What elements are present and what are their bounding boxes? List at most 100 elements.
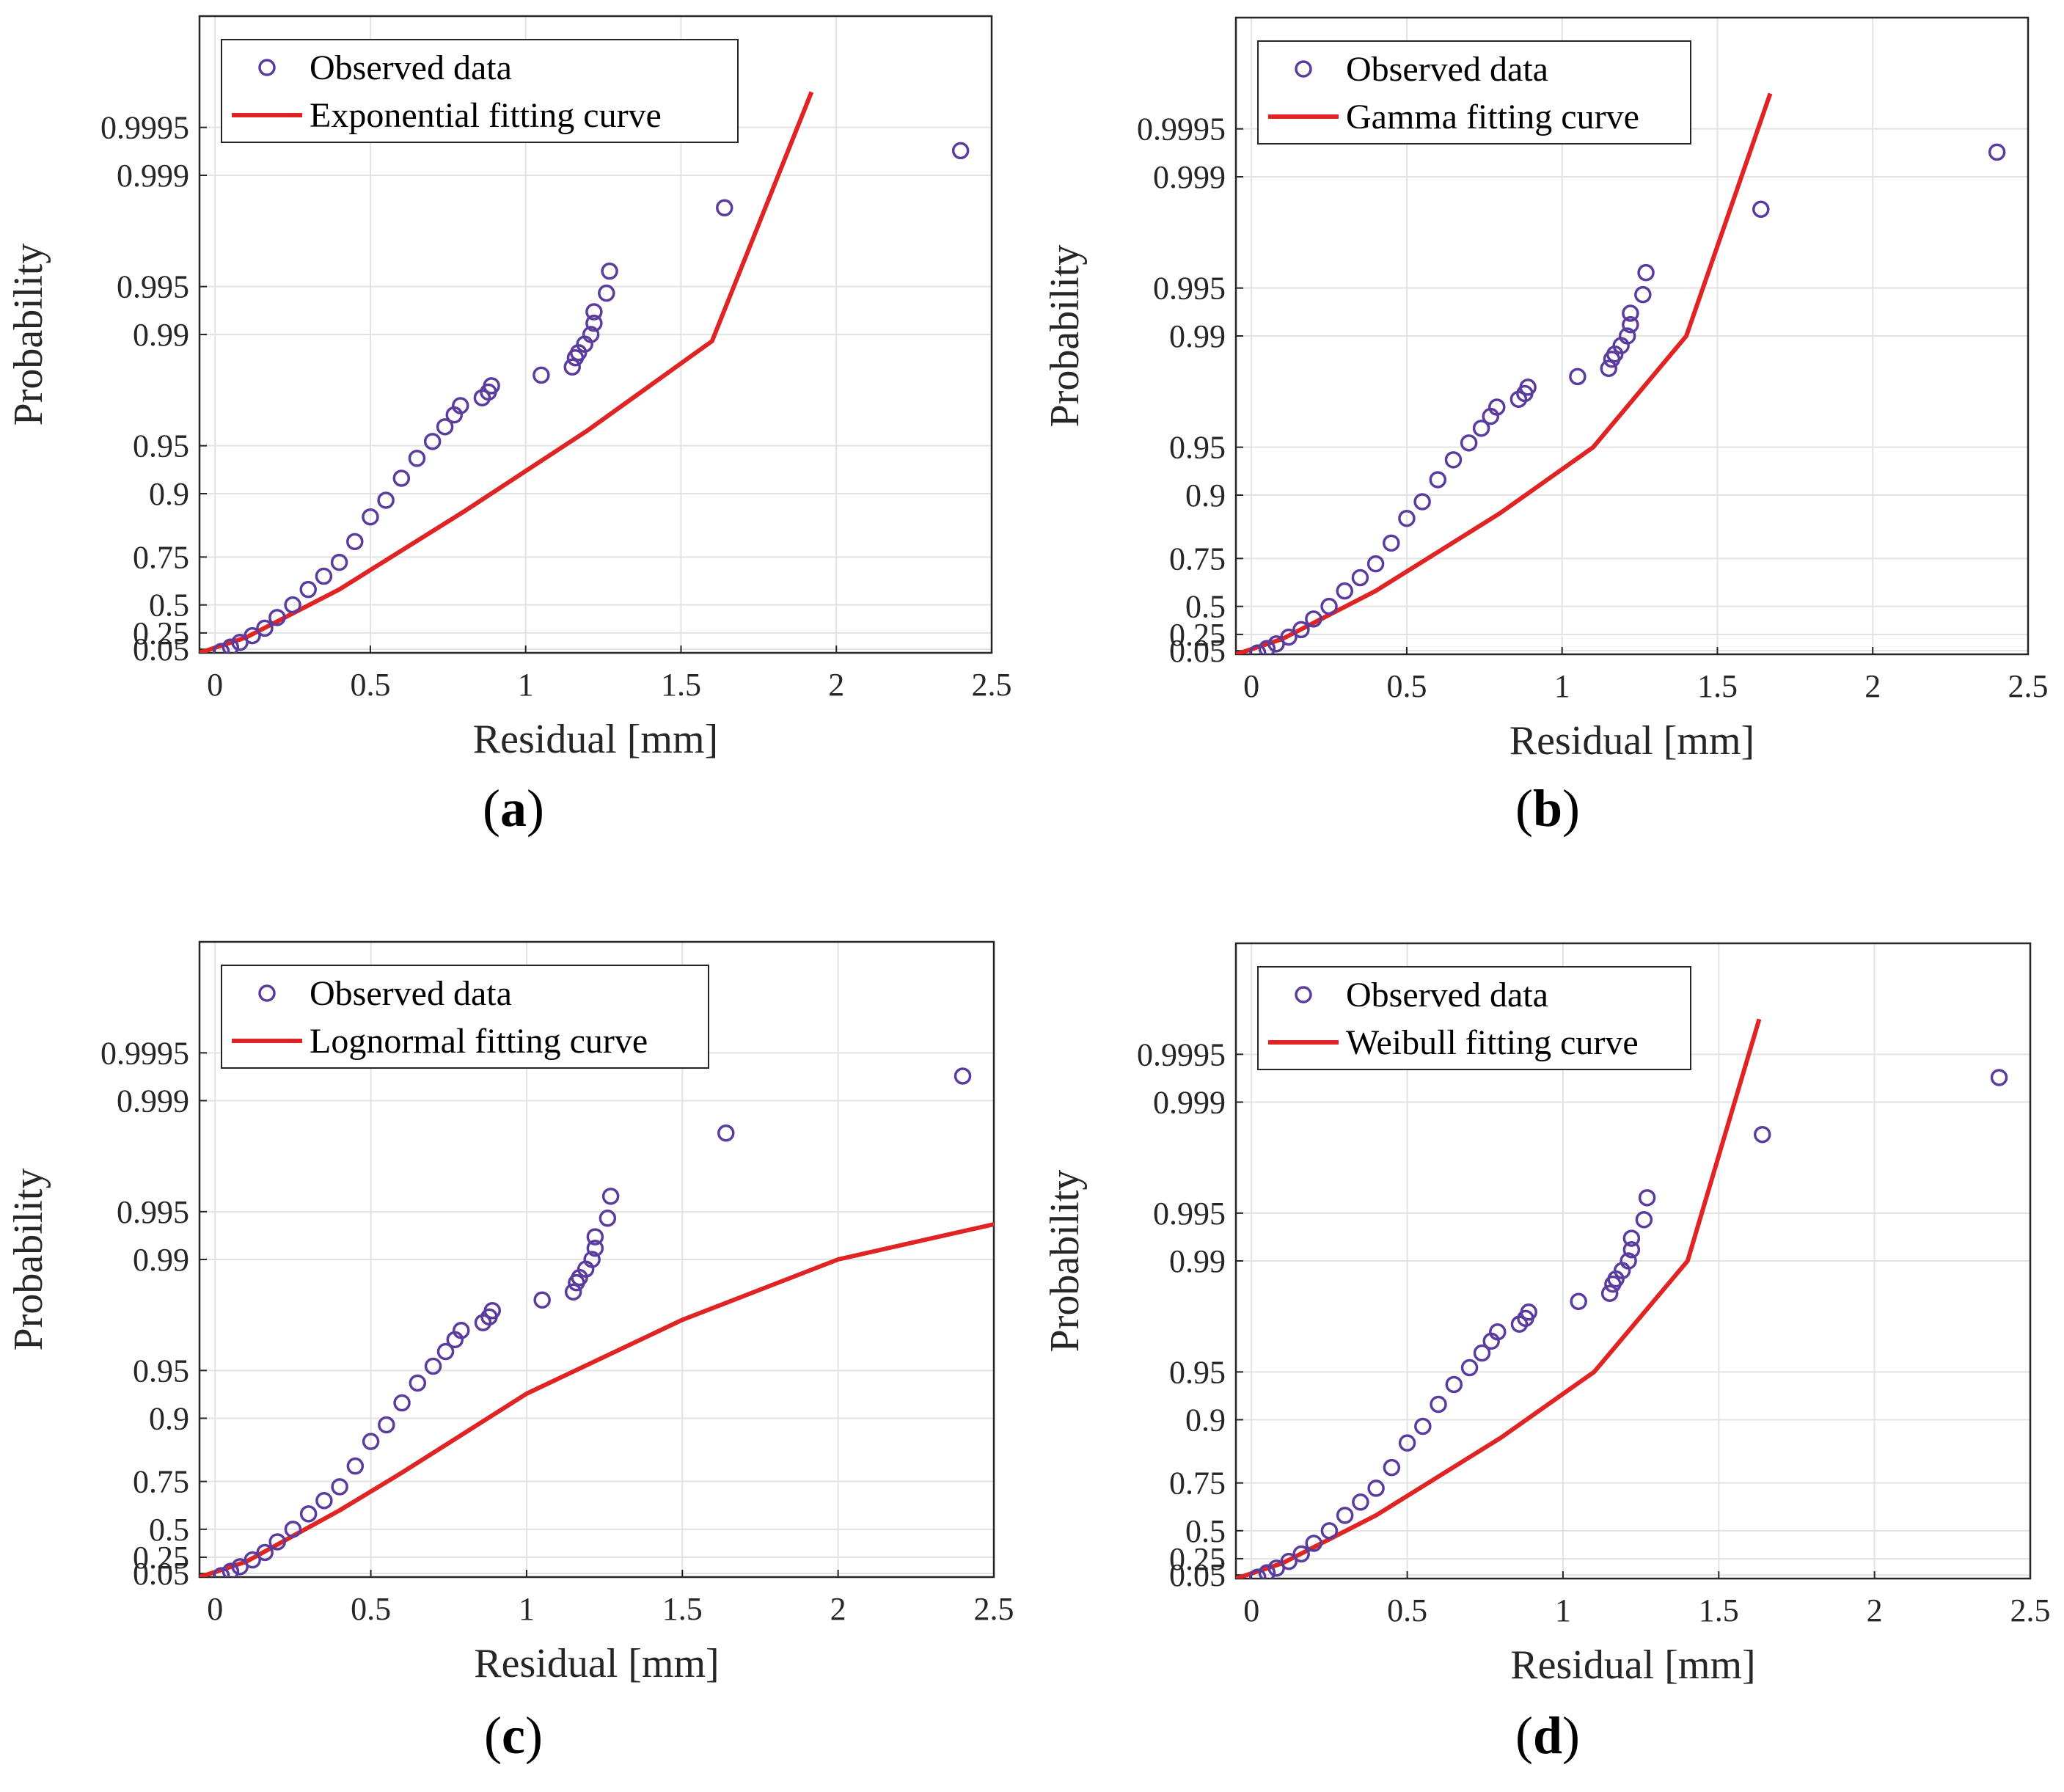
observed-point xyxy=(330,553,348,571)
observed-point xyxy=(1622,315,1639,334)
observed-point xyxy=(1600,359,1617,378)
y-tick-label: 0.995 xyxy=(1153,271,1226,307)
observed-point xyxy=(453,1322,470,1339)
x-tick-label: 2 xyxy=(1867,1592,1883,1628)
y-tick-label: 0.75 xyxy=(1169,1466,1226,1502)
observed-point xyxy=(1988,143,2006,161)
y-tick-label: 0.99 xyxy=(1169,318,1226,354)
observed-point xyxy=(1622,304,1639,322)
legend-label-fit: Weibull fitting curve xyxy=(1346,1023,1639,1062)
observed-point xyxy=(244,626,261,645)
x-tick-label: 1 xyxy=(1555,1592,1571,1628)
y-tick-label: 0.9 xyxy=(149,1401,189,1437)
y-tick-label: 0.95 xyxy=(1169,1354,1226,1390)
y-tick-label: 0.75 xyxy=(133,539,189,575)
observed-point xyxy=(1519,378,1537,396)
observed-point xyxy=(717,1124,735,1142)
fit-curve-line xyxy=(200,1222,994,1577)
observed-point xyxy=(1336,1507,1354,1524)
y-tick-label: 0.9995 xyxy=(1137,111,1226,147)
observed-point xyxy=(378,1416,395,1434)
observed-point xyxy=(377,491,395,509)
x-axis-title: Residual [mm] xyxy=(474,1641,719,1686)
panel-label-open: ( xyxy=(484,1706,502,1765)
observed-point xyxy=(586,1239,604,1257)
panel-label-open: ( xyxy=(1515,779,1533,838)
panel-label-close: ) xyxy=(1562,1706,1580,1765)
legend-marker-observed xyxy=(258,984,276,1002)
panel-label-letter: c xyxy=(502,1706,525,1765)
observed-point xyxy=(1990,1069,2008,1086)
observed-point xyxy=(1618,327,1636,345)
legend: Observed data Exponential fitting curve xyxy=(221,39,739,143)
observed-point xyxy=(1473,1344,1491,1362)
x-tick-label: 0 xyxy=(207,1591,223,1627)
observed-point xyxy=(392,469,411,487)
observed-point xyxy=(1637,263,1655,282)
observed-point xyxy=(1430,1395,1447,1414)
legend: Observed data Gamma fitting curve xyxy=(1257,40,1691,145)
observed-point xyxy=(1292,1545,1310,1563)
legend-label-observed: Observed data xyxy=(310,974,512,1013)
observed-point xyxy=(244,1551,261,1569)
chart-panel-d: 0 0.5 1 1.5 2 2.5 0.9995 0.999 0.995 0.99 0.95 0.9 0… xyxy=(1042,942,2051,1765)
panel-label: (d) xyxy=(1515,1706,1580,1765)
y-tick-label: 0.99 xyxy=(1169,1243,1226,1279)
observed-point xyxy=(1460,434,1478,452)
x-tick-label: 2.5 xyxy=(972,667,1012,703)
observed-point xyxy=(284,1521,302,1538)
chart-panel-a: 0 0.5 1 1.5 2 2.5 0.9995 0.999 0.995 0.99 0.95 0.9 0… xyxy=(6,15,1012,838)
observed-point xyxy=(299,580,317,599)
observed-point xyxy=(1638,1189,1656,1207)
y-tick-label: 0.995 xyxy=(117,269,189,305)
observed-point xyxy=(1383,1458,1401,1477)
observed-point xyxy=(716,199,733,217)
x-axis-title: Residual [mm] xyxy=(1509,718,1754,764)
panel-label-open: ( xyxy=(483,779,500,838)
observed-point xyxy=(483,377,500,395)
observed-point xyxy=(424,1357,442,1375)
y-tick-label: 0.25 xyxy=(1169,617,1226,653)
legend-box xyxy=(221,965,709,1069)
observed-point xyxy=(256,619,274,637)
x-tick-label: 1.5 xyxy=(1699,1592,1739,1628)
x-tick-label: 1 xyxy=(1554,668,1570,704)
legend-box xyxy=(1257,40,1691,145)
y-tick-label: 0.9995 xyxy=(100,110,189,146)
panel-label-close: ) xyxy=(527,779,544,838)
x-tick-label: 2 xyxy=(830,1591,846,1627)
panel-label-letter: a xyxy=(500,779,527,838)
observed-point xyxy=(1445,1375,1463,1394)
x-axis-title: Residual [mm] xyxy=(473,717,718,762)
y-tick-label: 0.25 xyxy=(1169,1541,1226,1577)
plot-layer xyxy=(200,1067,994,1577)
legend-box xyxy=(221,39,739,143)
observed-point xyxy=(951,142,970,160)
observed-point xyxy=(1620,1252,1637,1270)
legend-label-fit: Lognormal fitting curve xyxy=(310,1022,648,1061)
observed-point xyxy=(268,1533,286,1551)
observed-point xyxy=(1429,471,1447,489)
y-tick-label: 0.999 xyxy=(117,1083,189,1119)
observed-point xyxy=(583,1251,601,1268)
x-tick-label: 0 xyxy=(1243,1592,1259,1628)
observed-point xyxy=(1570,1292,1587,1311)
observed-point xyxy=(1248,1568,1267,1579)
y-tick-label: 0.9 xyxy=(1185,1402,1226,1438)
observed-point xyxy=(1622,1240,1641,1259)
observed-point xyxy=(362,508,379,526)
observed-point xyxy=(1292,621,1310,639)
observed-point xyxy=(598,284,615,302)
x-tick-label: 0.5 xyxy=(350,667,390,703)
x-tick-label: 2.5 xyxy=(2010,1592,2051,1628)
observed-point xyxy=(222,638,240,653)
y-tick-label: 0.25 xyxy=(133,615,189,651)
y-tick-label: 0.999 xyxy=(1153,1085,1226,1121)
observed-point xyxy=(408,450,426,467)
observed-point xyxy=(436,1342,455,1361)
observed-point xyxy=(452,397,469,414)
y-tick-label: 0.05 xyxy=(133,1556,189,1592)
legend-label-fit: Gamma fitting curve xyxy=(1346,98,1639,136)
y-tick-label: 0.9995 xyxy=(100,1035,189,1071)
